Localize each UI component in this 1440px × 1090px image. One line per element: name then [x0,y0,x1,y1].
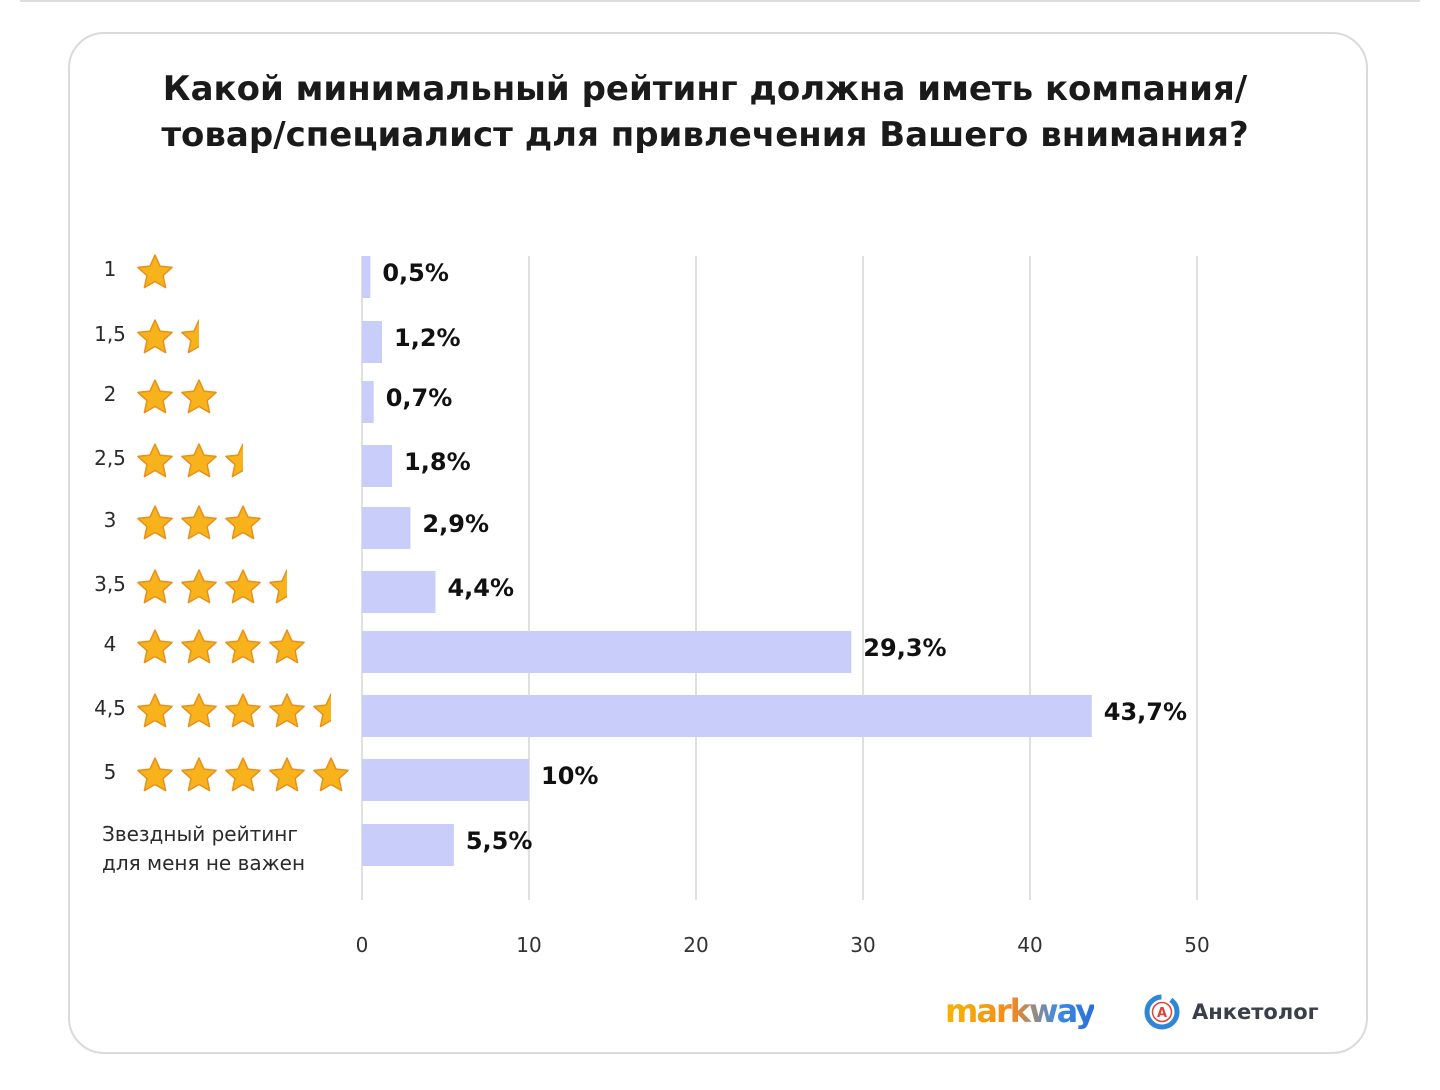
value-label: 1,2% [394,324,461,352]
x-tick-label: 30 [850,933,875,957]
category-label: Звездный рейтинг для меня не важен [102,822,305,875]
star-icon [181,505,217,540]
x-tick-label: 0 [356,933,369,957]
star-icon [181,443,217,478]
star-icon [225,629,261,664]
star-icon [269,629,305,664]
star-icon [181,629,217,664]
bar [362,759,529,801]
star-icon [181,693,217,728]
bar [362,507,411,549]
value-label: 43,7% [1104,698,1187,726]
half-star-icon [181,319,199,354]
category-label: 5 [104,760,117,784]
star-icon [269,693,305,728]
category-label: 2 [104,382,117,406]
category-label: 1,5 [94,322,126,346]
value-label: 1,8% [404,448,471,476]
star-icon [137,505,173,540]
half-star-icon [225,443,243,478]
anketolog-logo: А Анкетолог [1142,992,1319,1032]
category-label: 1 [104,257,117,281]
value-label: 0,5% [382,259,449,287]
x-tick-label: 40 [1017,933,1042,957]
x-tick-label: 20 [683,933,708,957]
bar [362,631,852,673]
star-icon [225,505,261,540]
star-icon [137,757,173,792]
half-star-icon [269,569,287,604]
value-label: 0,7% [386,384,453,412]
star-icon [269,757,305,792]
category-label: 4 [104,632,117,656]
chart-card [68,32,1368,1054]
bar [362,381,374,423]
star-icon [181,569,217,604]
markway-logo: markway [945,992,1096,1030]
value-label: 5,5% [466,827,533,855]
bar [362,824,454,866]
star-icon [225,757,261,792]
star-icon [137,254,173,289]
star-icon [313,757,349,792]
half-star-icon [313,693,331,728]
bar [362,571,436,613]
star-icon [137,319,173,354]
star-icon [181,757,217,792]
star-icon [137,379,173,414]
star-icon [137,693,173,728]
category-label: 4,5 [94,696,126,720]
x-tick-label: 10 [516,933,541,957]
value-label: 10% [541,762,598,790]
star-icon [137,629,173,664]
category-label: 3,5 [94,572,126,596]
star-icon [137,443,173,478]
anketolog-wordmark: Анкетолог [1192,1000,1319,1024]
x-tick-label: 50 [1184,933,1209,957]
anketolog-logo-icon: А [1144,994,1180,1030]
star-icon [137,569,173,604]
bar [362,445,393,487]
top-divider [20,0,1420,2]
star-icon [225,569,261,604]
chart-title: Какой минимальный рейтинг должна иметь к… [161,69,1249,155]
bar [362,321,383,363]
category-label: 2,5 [94,446,126,470]
anketolog-mark-letter: А [1157,1006,1167,1021]
value-label: 4,4% [447,574,514,602]
category-label: 3 [104,508,117,532]
bar [362,256,371,298]
star-icon [225,693,261,728]
value-label: 29,3% [863,634,946,662]
value-label: 2,9% [422,510,489,538]
bar [362,695,1092,737]
star-icon [181,379,217,414]
